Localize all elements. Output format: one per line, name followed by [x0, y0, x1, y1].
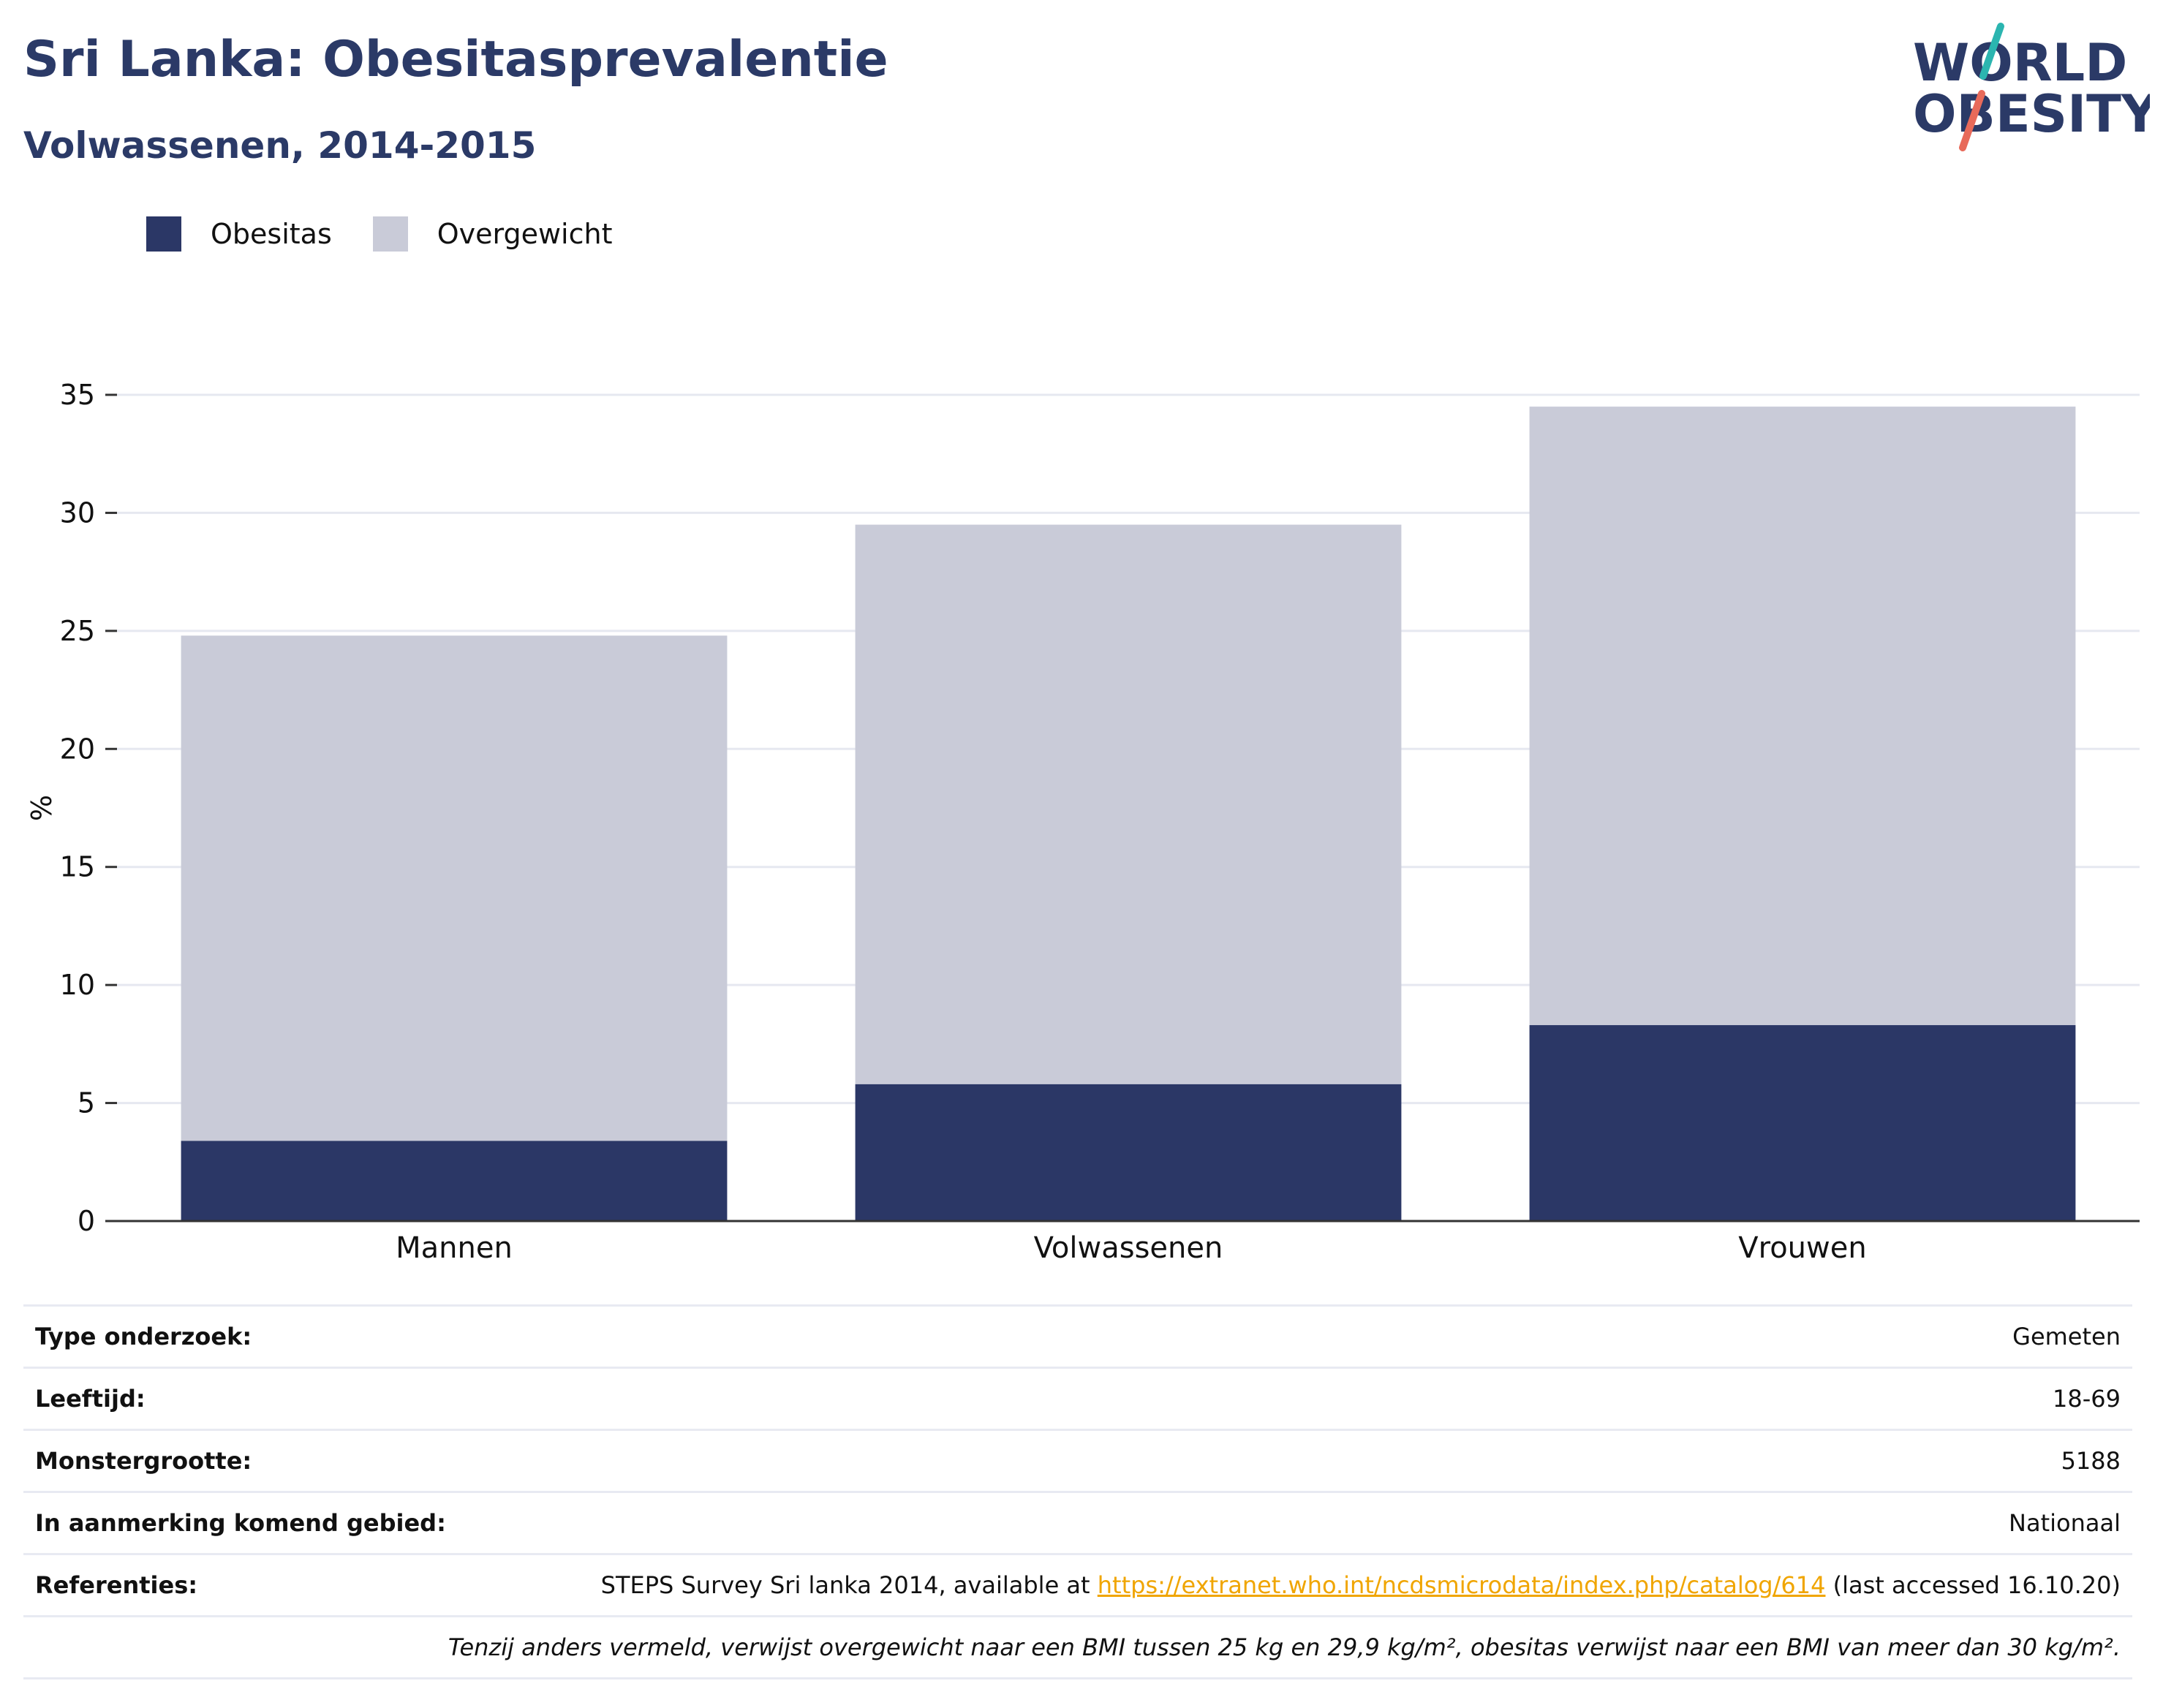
legend-swatch-overgewicht — [372, 216, 408, 252]
page-subtitle: Volwassenen, 2014-2015 — [23, 124, 537, 167]
legend-swatch-obesitas — [146, 216, 181, 252]
y-tick-label: 0 — [78, 1205, 95, 1237]
legend-label: Obesitas — [211, 218, 332, 250]
bar-overgewicht-vrouwen[interactable] — [1529, 407, 2076, 1026]
y-tick-label: 25 — [60, 615, 95, 647]
info-row-area: In aanmerking komend gebied: Nationaal — [23, 1491, 2132, 1554]
x-tick-label: Mannen — [396, 1231, 513, 1265]
world-obesity-logo: WORLD OBESITY — [1913, 23, 2150, 151]
logo-text-obesity: OBESITY — [1913, 84, 2150, 144]
info-row-note: Tenzij anders vermeld, verwijst overgewi… — [23, 1615, 2132, 1679]
y-tick-label: 35 — [60, 379, 95, 411]
legend-item-obesitas[interactable]: Obesitas — [146, 216, 332, 252]
bar-obesitas-volwassenen[interactable] — [855, 1084, 1402, 1221]
bar-overgewicht-volwassenen[interactable] — [855, 524, 1402, 1084]
info-value: STEPS Survey Sri lanka 2014, available a… — [486, 1553, 2132, 1617]
legend-item-overgewicht[interactable]: Overgewicht — [372, 216, 613, 252]
info-row-sample: Monstergrootte: 5188 — [23, 1429, 2132, 1492]
y-axis-label: % — [26, 795, 58, 821]
y-tick-label: 5 — [78, 1087, 95, 1119]
info-key: Monstergrootte: — [23, 1429, 487, 1492]
info-row-references: Referenties: STEPS Survey Sri lanka 2014… — [23, 1553, 2132, 1617]
info-key: In aanmerking komend gebied: — [23, 1491, 487, 1554]
x-tick-label: Volwassenen — [1034, 1231, 1223, 1265]
y-tick-label: 30 — [60, 496, 95, 529]
y-tick-label: 20 — [60, 733, 95, 765]
info-value: Gemeten — [486, 1304, 2132, 1368]
info-value: 5188 — [486, 1429, 2132, 1492]
logo-slash-bottom — [1959, 90, 1985, 151]
logo-slash-top — [1979, 23, 2004, 80]
info-row-type: Type onderzoek: Gemeten — [23, 1304, 2132, 1368]
reference-link[interactable]: https://extranet.who.int/ncdsmicrodata/i… — [1097, 1571, 1826, 1599]
y-tick-label: 10 — [60, 969, 95, 1001]
info-key: Leeftijd: — [23, 1367, 487, 1430]
reference-prefix: STEPS Survey Sri lanka 2014, available a… — [600, 1571, 1098, 1599]
page-title: Sri Lanka: Obesitasprevalentie — [23, 31, 888, 88]
info-value: Nationaal — [486, 1491, 2132, 1554]
chart-legend: Obesitas Overgewicht — [146, 216, 654, 252]
bar-obesitas-mannen[interactable] — [181, 1141, 728, 1221]
legend-label: Overgewicht — [437, 218, 613, 250]
info-key: Referenties: — [23, 1553, 487, 1617]
info-key: Type onderzoek: — [23, 1304, 487, 1368]
x-axis-labels: Mannen Volwassenen Vrouwen — [396, 1231, 1867, 1265]
y-axis-ticks: 0 5 10 15 20 25 30 35 — [60, 379, 117, 1237]
reference-suffix: (last accessed 16.10.20) — [1825, 1571, 2121, 1599]
logo-text-world: WORLD — [1913, 33, 2127, 93]
y-tick-label: 15 — [60, 851, 95, 883]
info-value: 18-69 — [486, 1367, 2132, 1430]
x-tick-label: Vrouwen — [1738, 1231, 1866, 1265]
info-table: Type onderzoek: Gemeten Leeftijd: 18-69 … — [23, 1304, 2132, 1679]
definition-note: Tenzij anders vermeld, verwijst overgewi… — [23, 1615, 2132, 1679]
chart-bars — [181, 407, 2076, 1221]
bar-overgewicht-mannen[interactable] — [181, 635, 728, 1141]
info-row-age: Leeftijd: 18-69 — [23, 1367, 2132, 1430]
bar-obesitas-vrouwen[interactable] — [1529, 1025, 2076, 1221]
